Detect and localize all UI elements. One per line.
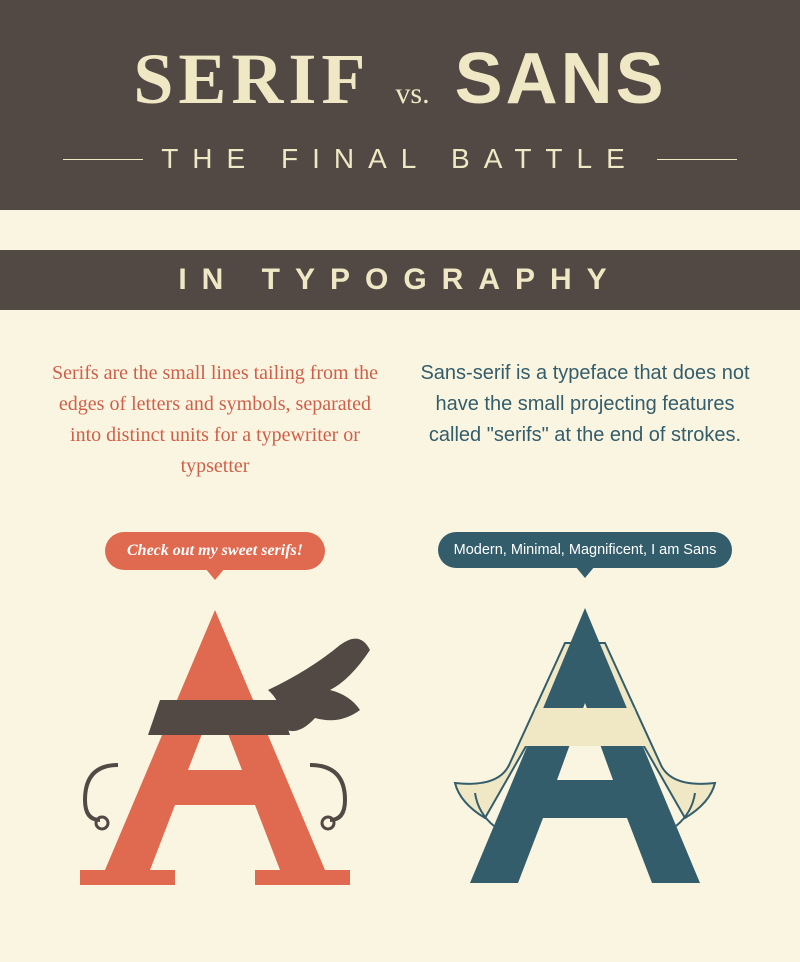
serif-description: Serifs are the small lines tailing from … (50, 358, 380, 482)
vs-label: vs. (395, 77, 429, 111)
sans-bubble-text: Modern, Minimal, Magnificent, I am Sans (454, 542, 717, 558)
serif-speech-bubble: Check out my sweet serifs! (105, 532, 325, 570)
divider-right (657, 159, 737, 160)
sans-title: SANS (455, 38, 667, 120)
divider-left (63, 159, 143, 160)
serif-bubble-text: Check out my sweet serifs! (127, 542, 303, 559)
subtitle-row: THE FINAL BATTLE (0, 143, 800, 175)
character-row: Check out my sweet serifs! Modern (0, 532, 800, 890)
section-title-bar: IN TYPOGRAPHY (0, 250, 800, 310)
serif-col: Serifs are the small lines tailing from … (30, 358, 400, 482)
sans-character-col: Modern, Minimal, Magnificent, I am Sans (400, 532, 770, 890)
serif-letter-illustration (30, 590, 400, 890)
descriptions-row: Serifs are the small lines tailing from … (0, 310, 800, 482)
sans-speech-bubble: Modern, Minimal, Magnificent, I am Sans (438, 532, 733, 568)
section-title: IN TYPOGRAPHY (178, 263, 621, 296)
sans-col: Sans-serif is a typeface that does not h… (400, 358, 770, 482)
subtitle: THE FINAL BATTLE (161, 143, 639, 175)
header-banner: SERIF vs. SANS THE FINAL BATTLE (0, 0, 800, 210)
serif-character-col: Check out my sweet serifs! (30, 532, 400, 890)
sans-description: Sans-serif is a typeface that does not h… (420, 358, 750, 451)
sans-letter-illustration (400, 588, 770, 888)
serif-title: SERIF (133, 38, 370, 121)
title-row: SERIF vs. SANS (0, 20, 800, 121)
